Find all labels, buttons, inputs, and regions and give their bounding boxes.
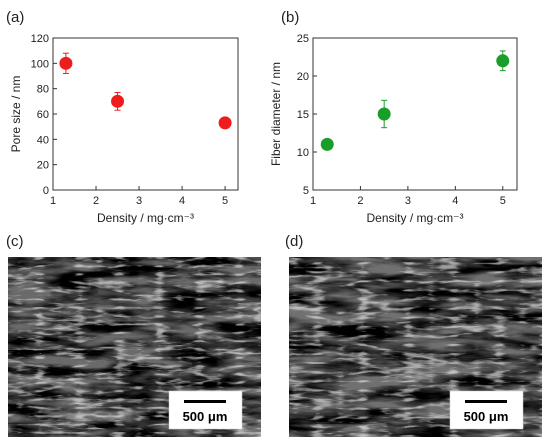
chart-pore-size: 1 2 3 4 5 0 20 40 60 80 100 120 Density / mg·cm⁻³ Por… bbox=[9, 33, 239, 225]
y-axis-label: Fiber diameter / nm bbox=[269, 62, 283, 166]
scale-bar-label-c: 500 μm bbox=[183, 409, 228, 424]
chart-fiber-diameter: 1 2 3 4 5 5 10 15 20 25 Density / mg·cm⁻³ Fiber dia… bbox=[269, 33, 518, 225]
x-tick-label: 5 bbox=[500, 195, 506, 207]
sem-image-c: 500 μm bbox=[8, 257, 261, 437]
data-point bbox=[377, 107, 391, 121]
data-point bbox=[320, 137, 334, 151]
plot-frame bbox=[312, 37, 518, 191]
panel-label-c: (c) bbox=[6, 233, 24, 250]
y-tick-label: 100 bbox=[31, 58, 49, 70]
panel-label-b: (b) bbox=[281, 9, 299, 26]
sem-image-d: 500 μm bbox=[289, 257, 542, 437]
x-tick-label: 4 bbox=[179, 195, 185, 207]
data-point bbox=[218, 116, 232, 130]
y-tick-label: 60 bbox=[37, 109, 49, 121]
x-tick-label: 1 bbox=[50, 195, 56, 207]
scale-bar-c: 500 μm bbox=[168, 390, 243, 430]
scale-bar-label-d: 500 μm bbox=[464, 409, 509, 424]
y-tick-label: 5 bbox=[303, 185, 309, 197]
x-tick-label: 2 bbox=[357, 195, 363, 207]
x-tick-label: 4 bbox=[452, 195, 458, 207]
y-tick-label: 15 bbox=[297, 109, 309, 121]
x-tick-label: 3 bbox=[405, 195, 411, 207]
x-tick-label: 5 bbox=[222, 195, 228, 207]
x-tick-label: 1 bbox=[310, 195, 316, 207]
y-tick-label: 10 bbox=[297, 147, 309, 159]
x-tick-label: 2 bbox=[93, 195, 99, 207]
data-point bbox=[59, 56, 73, 70]
x-axis-label: Density / mg·cm⁻³ bbox=[366, 211, 463, 225]
x-tick-label: 3 bbox=[136, 195, 142, 207]
panel-label-d: (d) bbox=[285, 233, 303, 250]
y-tick-label: 40 bbox=[37, 134, 49, 146]
y-axis-label: Pore size / nm bbox=[9, 76, 23, 153]
y-tick-label: 20 bbox=[37, 160, 49, 172]
panel-label-a: (a) bbox=[6, 9, 24, 26]
y-tick-label: 120 bbox=[31, 33, 49, 45]
y-tick-label: 20 bbox=[297, 71, 309, 83]
x-axis-label: Density / mg·cm⁻³ bbox=[97, 211, 194, 225]
data-point bbox=[111, 94, 125, 108]
data-point bbox=[496, 54, 510, 68]
y-tick-label: 80 bbox=[37, 84, 49, 96]
plot-frame bbox=[52, 37, 239, 191]
y-tick-label: 25 bbox=[297, 33, 309, 45]
y-tick-label: 0 bbox=[43, 185, 49, 197]
scale-bar-d: 500 μm bbox=[449, 390, 524, 430]
